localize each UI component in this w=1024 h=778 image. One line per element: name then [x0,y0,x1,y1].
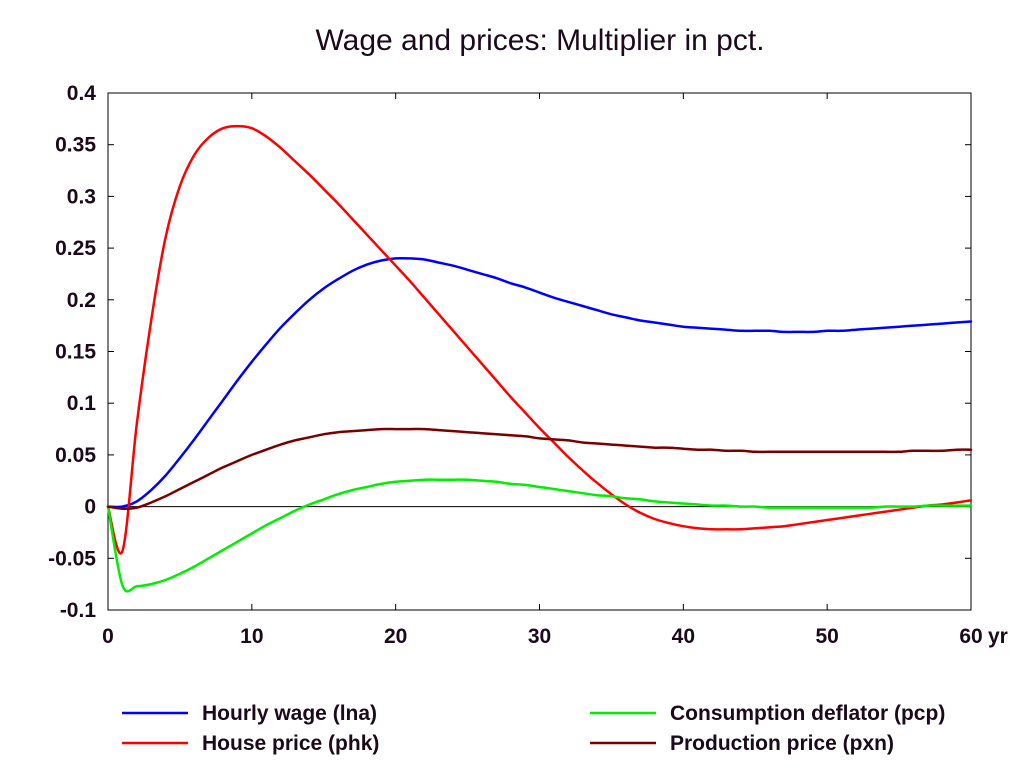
y-tick-label: 0.15 [55,341,96,364]
y-tick-label: -0.1 [60,599,97,622]
y-tick-label: 0 [84,496,96,519]
y-tick-label: 0.4 [67,82,97,105]
consumption-deflator-line [106,478,973,593]
x-unit-label: yr [988,625,1008,648]
hourly-wage-line [106,256,973,509]
chart-title: Wage and prices: Multiplier in pct. [315,24,764,57]
y-tick-label: 0.1 [67,392,97,415]
x-tick-label: 20 [384,625,407,648]
legend-house-price: House price (phk) [122,732,379,755]
production-price-line [106,427,973,510]
y-tick-label: 0.25 [55,237,96,260]
y-tick-label: 0.2 [67,289,96,312]
legend-hourly-wage: Hourly wage (lna) [122,702,377,725]
x-tick-label: 10 [240,625,263,648]
legend-label: Production price (pxn) [670,732,894,755]
legend-production-price: Production price (pxn) [590,732,894,755]
y-tick-label: 0.35 [55,134,96,157]
x-axis: 0 10 20 30 40 50 60 yr [102,93,1008,648]
legend-consumption-deflator: Consumption deflator (pcp) [590,702,945,725]
plot-frame [107,92,972,611]
series-lines [106,124,973,593]
x-tick-label: 60 [959,625,982,648]
legend-label: House price (phk) [202,732,379,755]
house-price-line [106,124,973,555]
x-tick-label: 50 [815,625,838,648]
legend: Hourly wage (lna) House price (phk) Consum… [122,702,945,755]
y-axis: -0.1 -0.05 0 0.05 0.1 0.15 0.2 0.25 0.3 0.35 0.4 [48,82,971,622]
y-tick-label: 0.3 [67,185,96,208]
x-tick-label: 0 [102,625,114,648]
legend-label: Consumption deflator (pcp) [670,702,945,725]
legend-label: Hourly wage (lna) [202,702,377,725]
y-tick-label: 0.05 [55,444,96,467]
y-tick-label: -0.05 [48,547,96,570]
x-tick-label: 40 [672,625,695,648]
x-tick-label: 30 [528,625,551,648]
plot-border [107,92,972,611]
